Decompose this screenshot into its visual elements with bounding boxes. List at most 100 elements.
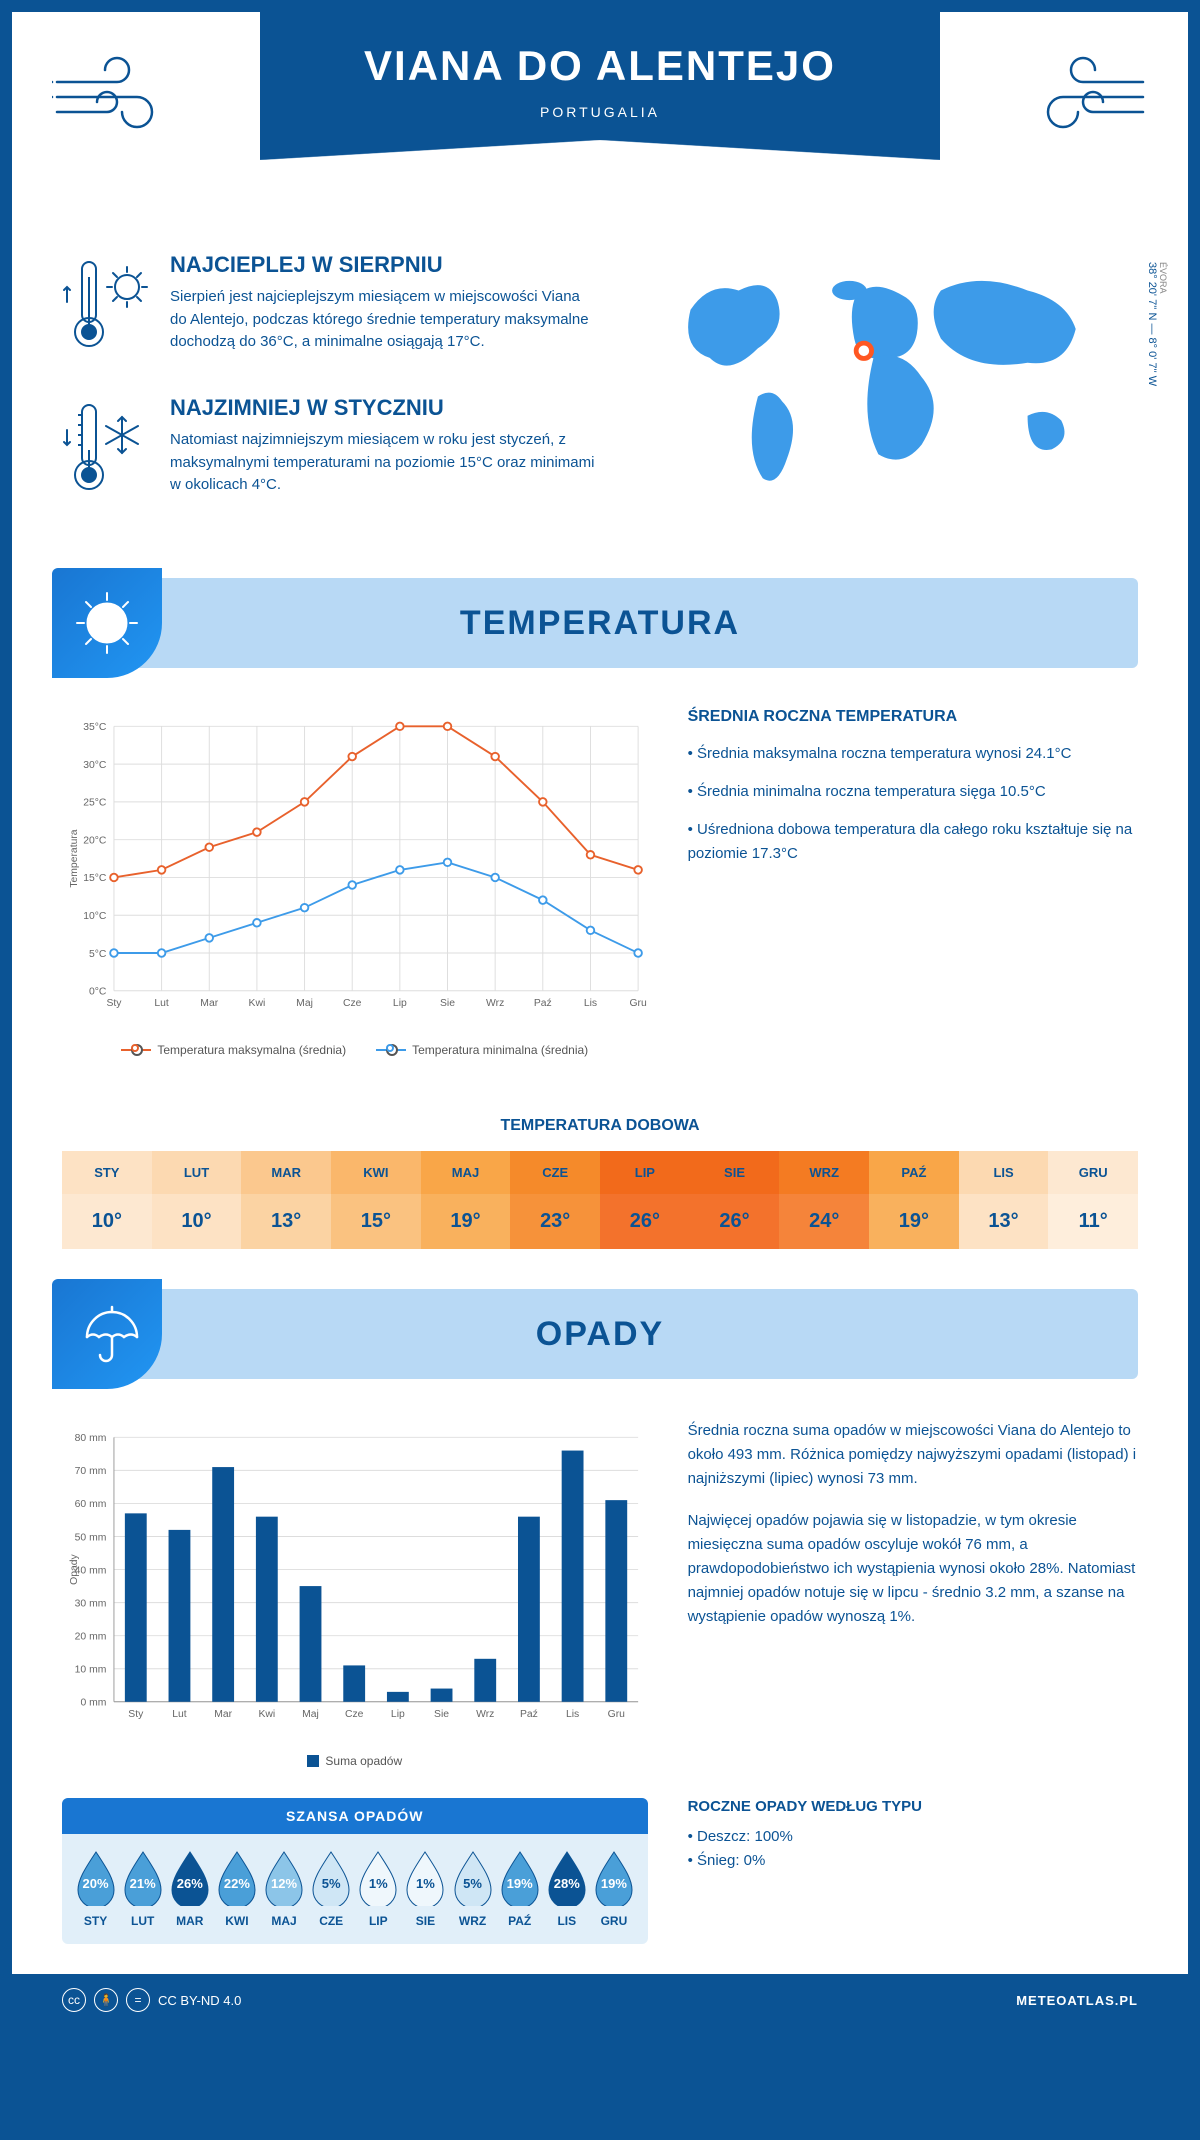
svg-text:Lis: Lis (584, 998, 597, 1009)
svg-text:Maj: Maj (302, 1709, 319, 1720)
daily-col: SIE 26° (690, 1151, 780, 1249)
temperature-description: ŚREDNIA ROCZNA TEMPERATURA • Średnia mak… (688, 708, 1138, 1057)
wind-icon (1018, 42, 1148, 147)
svg-text:Sty: Sty (106, 998, 122, 1009)
cc-icon: cc (62, 1988, 86, 2012)
hottest-title: NAJCIEPLEJ W SIERPNIU (170, 252, 598, 278)
svg-text:Opady: Opady (69, 1553, 80, 1584)
daily-col: LUT 10° (152, 1151, 242, 1249)
chance-drop: 5% CZE (308, 1850, 355, 1928)
daily-col: KWI 15° (331, 1151, 421, 1249)
nd-icon: = (126, 1988, 150, 2012)
daily-col: GRU 11° (1048, 1151, 1138, 1249)
coldest-text: Natomiast najzimniejszym miesiącem w rok… (170, 429, 598, 497)
site-name: METEOATLAS.PL (1016, 1993, 1138, 2008)
svg-text:Sie: Sie (440, 998, 455, 1009)
svg-text:50 mm: 50 mm (75, 1532, 107, 1543)
svg-text:0 mm: 0 mm (80, 1698, 106, 1709)
svg-text:Paź: Paź (520, 1709, 538, 1720)
svg-text:Temperatura: Temperatura (69, 829, 80, 887)
svg-text:Paź: Paź (534, 998, 552, 1009)
daily-col: LIS 13° (959, 1151, 1049, 1249)
svg-text:20 mm: 20 mm (75, 1631, 107, 1642)
svg-text:Wrz: Wrz (476, 1709, 494, 1720)
coldest-title: NAJZIMNIEJ W STYCZNIU (170, 395, 598, 421)
svg-text:Lip: Lip (393, 998, 407, 1009)
title-banner: VIANA DO ALENTEJO PORTUGALIA (260, 12, 940, 140)
svg-text:20°C: 20°C (83, 835, 107, 846)
by-icon: 🧍 (94, 1988, 118, 2012)
country-name: PORTUGALIA (280, 104, 920, 120)
svg-text:30°C: 30°C (83, 760, 107, 771)
license: cc 🧍 = CC BY-ND 4.0 (62, 1988, 241, 2012)
daily-col: STY 10° (62, 1151, 152, 1249)
thermometer-cold-icon (62, 395, 152, 510)
chance-drop: 28% LIS (543, 1850, 590, 1928)
svg-text:Lut: Lut (154, 998, 169, 1009)
sun-icon (52, 568, 162, 678)
svg-text:10°C: 10°C (83, 911, 107, 922)
svg-text:Maj: Maj (296, 998, 313, 1009)
daily-col: MAR 13° (241, 1151, 331, 1249)
svg-text:Lis: Lis (566, 1709, 579, 1720)
coordinates: ÉVORA 38° 20' 7'' N — 8° 0' 7'' W (1146, 262, 1168, 386)
header: VIANA DO ALENTEJO PORTUGALIA (12, 12, 1188, 222)
footer: cc 🧍 = CC BY-ND 4.0 METEOATLAS.PL (12, 1974, 1188, 2026)
svg-text:Cze: Cze (345, 1709, 364, 1720)
svg-text:35°C: 35°C (83, 722, 107, 733)
section-title: TEMPERATURA (460, 604, 740, 643)
daily-col: LIP 26° (600, 1151, 690, 1249)
coldest-block: NAJZIMNIEJ W STYCZNIU Natomiast najzimni… (62, 395, 598, 510)
precip-chance-panel: SZANSA OPADÓW 20% STY 21% LUT 26% MAR 22… (62, 1798, 648, 1944)
legend-max: Temperatura maksymalna (średnia) (121, 1043, 346, 1057)
legend-min: Temperatura minimalna (średnia) (376, 1043, 588, 1057)
chance-drop: 12% MAJ (261, 1850, 308, 1928)
daily-col: MAJ 19° (421, 1151, 511, 1249)
chance-drop: 19% GRU (590, 1850, 637, 1928)
thermometer-hot-icon (62, 252, 152, 367)
world-map: ÉVORA 38° 20' 7'' N — 8° 0' 7'' W (628, 252, 1138, 538)
section-title: OPADY (536, 1315, 664, 1354)
svg-text:Gru: Gru (608, 1709, 626, 1720)
svg-text:25°C: 25°C (83, 798, 107, 809)
daily-temp-title: TEMPERATURA DOBOWA (12, 1117, 1188, 1135)
temperature-line-chart: 0°C5°C10°C15°C20°C25°C30°C35°CStyLutMarK… (62, 708, 648, 1057)
chance-drop: 1% SIE (402, 1850, 449, 1928)
chance-drop: 21% LUT (119, 1850, 166, 1928)
chance-drop: 20% STY (72, 1850, 119, 1928)
section-header-temperature: TEMPERATURA (62, 578, 1138, 668)
svg-text:Cze: Cze (343, 998, 362, 1009)
svg-text:5°C: 5°C (89, 949, 107, 960)
svg-text:70 mm: 70 mm (75, 1466, 107, 1477)
svg-text:Lut: Lut (172, 1709, 187, 1720)
svg-text:Kwi: Kwi (258, 1709, 275, 1720)
svg-text:Lip: Lip (391, 1709, 405, 1720)
daily-temp-table: STY 10° LUT 10° MAR 13° KWI 15° MAJ 19° … (62, 1151, 1138, 1249)
chance-drop: 5% WRZ (449, 1850, 496, 1928)
chance-drop: 22% KWI (213, 1850, 260, 1928)
svg-text:60 mm: 60 mm (75, 1499, 107, 1510)
wind-icon (52, 42, 182, 147)
precipitation-bar-chart: 0 mm10 mm20 mm30 mm40 mm50 mm60 mm70 mm8… (62, 1419, 648, 1768)
svg-text:80 mm: 80 mm (75, 1433, 107, 1444)
svg-text:30 mm: 30 mm (75, 1598, 107, 1609)
svg-text:Mar: Mar (214, 1709, 232, 1720)
umbrella-icon (52, 1279, 162, 1389)
svg-text:Sty: Sty (128, 1709, 144, 1720)
location-marker-icon (856, 343, 871, 358)
chance-drop: 19% PAŹ (496, 1850, 543, 1928)
hottest-text: Sierpień jest najcieplejszym miesiącem w… (170, 286, 598, 354)
city-name: VIANA DO ALENTEJO (280, 42, 920, 90)
svg-text:10 mm: 10 mm (75, 1665, 107, 1676)
hottest-block: NAJCIEPLEJ W SIERPNIU Sierpień jest najc… (62, 252, 598, 367)
svg-text:Kwi: Kwi (249, 998, 266, 1009)
daily-col: WRZ 24° (779, 1151, 869, 1249)
svg-text:Wrz: Wrz (486, 998, 504, 1009)
svg-text:15°C: 15°C (83, 873, 107, 884)
daily-col: CZE 23° (510, 1151, 600, 1249)
info-section: NAJCIEPLEJ W SIERPNIU Sierpień jest najc… (12, 222, 1188, 578)
chance-drop: 26% MAR (166, 1850, 213, 1928)
svg-text:0°C: 0°C (89, 987, 107, 998)
precipitation-description: Średnia roczna suma opadów w miejscowośc… (688, 1419, 1138, 1768)
annual-precip-type: ROCZNE OPADY WEDŁUG TYPU • Deszcz: 100% … (688, 1798, 1138, 1944)
